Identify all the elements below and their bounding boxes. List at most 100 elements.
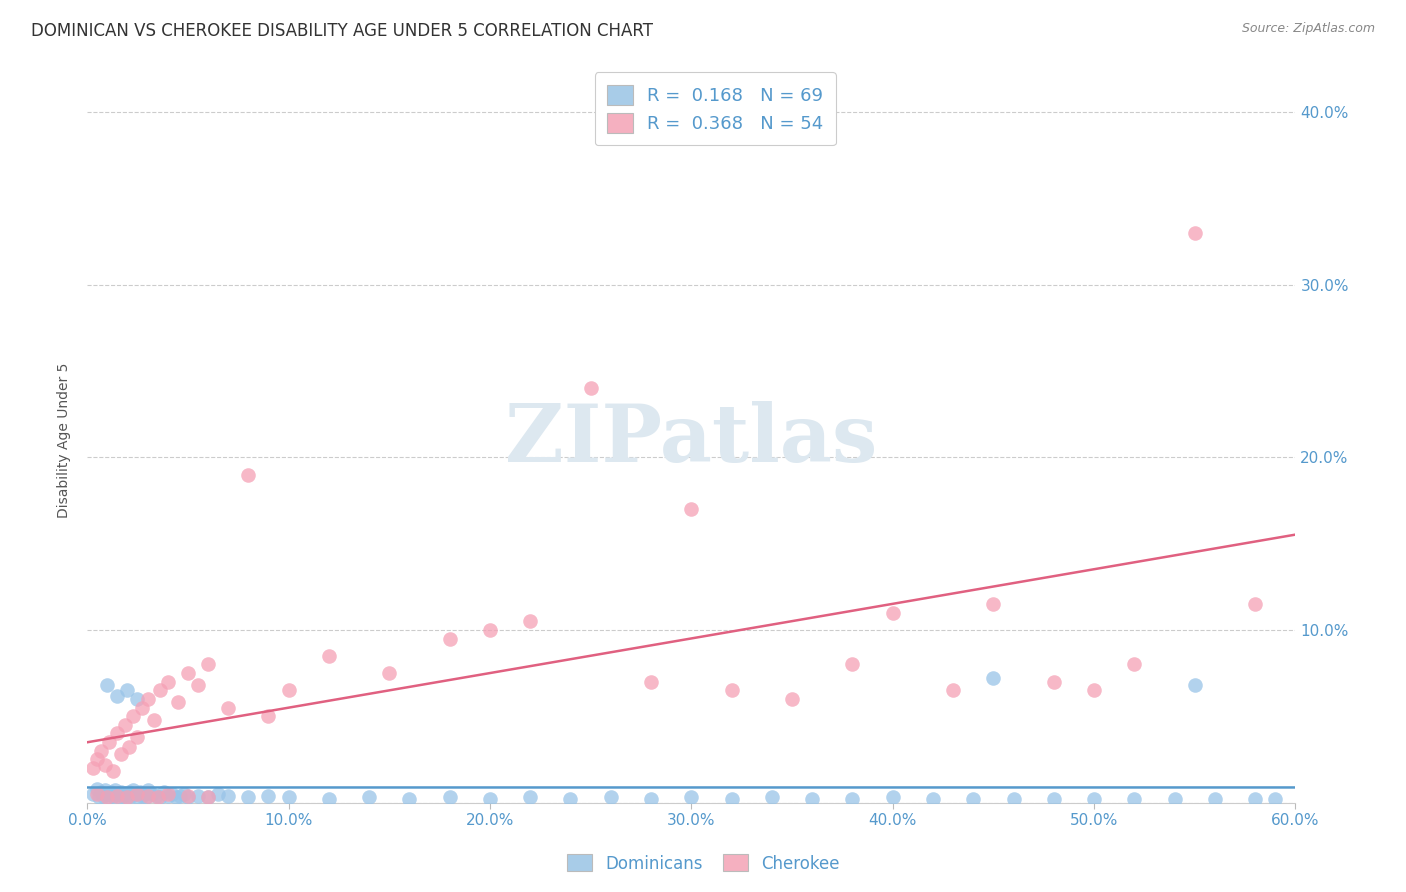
Point [942, 683, 965, 698]
Point [127, 692, 149, 706]
Point [257, 789, 280, 803]
Point [124, 787, 146, 801]
Point [257, 709, 280, 723]
Point [86, 787, 108, 801]
Point [922, 792, 945, 806]
Point [91, 789, 114, 803]
Point [145, 789, 167, 803]
Legend: Dominicans, Cherokee: Dominicans, Cherokee [560, 847, 846, 880]
Point [882, 790, 904, 805]
Point [983, 597, 1005, 611]
Point [1163, 792, 1185, 806]
Point [1083, 683, 1105, 698]
Point [86, 781, 108, 796]
Point [105, 726, 128, 740]
Point [1204, 792, 1226, 806]
Point [94, 757, 117, 772]
Point [962, 792, 984, 806]
Point [1184, 678, 1206, 692]
Point [1184, 226, 1206, 240]
Point [98, 735, 121, 749]
Point [579, 381, 602, 395]
Point [122, 783, 145, 797]
Point [135, 790, 157, 805]
Point [681, 790, 703, 805]
Point [127, 787, 149, 801]
Point [122, 709, 145, 723]
Point [277, 790, 299, 805]
Point [127, 730, 149, 744]
Point [197, 790, 219, 805]
Point [197, 657, 219, 672]
Point [96, 787, 118, 801]
Point [177, 666, 200, 681]
Point [640, 674, 662, 689]
Point [160, 787, 183, 801]
Point [131, 700, 153, 714]
Point [114, 718, 136, 732]
Point [141, 787, 163, 801]
Point [149, 683, 172, 698]
Point [1123, 657, 1146, 672]
Point [681, 502, 703, 516]
Point [1244, 792, 1267, 806]
Point [1244, 597, 1267, 611]
Point [207, 787, 229, 801]
Point [439, 632, 461, 646]
Point [96, 678, 118, 692]
Point [177, 790, 200, 805]
Point [100, 785, 122, 799]
Point [156, 674, 179, 689]
Point [156, 787, 179, 801]
Point [90, 785, 112, 799]
Point [82, 761, 104, 775]
Point [136, 692, 159, 706]
Point [187, 789, 209, 803]
Point [96, 790, 118, 805]
Point [82, 787, 104, 801]
Point [599, 790, 621, 805]
Point [1083, 792, 1105, 806]
Point [105, 689, 128, 703]
Point [136, 789, 159, 803]
Text: ZIPatlas: ZIPatlas [505, 401, 877, 479]
Point [801, 792, 824, 806]
Point [1002, 792, 1025, 806]
Point [90, 744, 112, 758]
Point [318, 648, 340, 663]
Point [152, 785, 174, 799]
Point [103, 764, 125, 779]
Point [131, 789, 153, 803]
Point [378, 666, 401, 681]
Point [1264, 792, 1286, 806]
Point [132, 787, 155, 801]
Point [120, 789, 142, 803]
Point [238, 790, 260, 805]
Point [1043, 674, 1066, 689]
Point [146, 790, 169, 805]
Point [114, 787, 136, 801]
Point [156, 789, 179, 803]
Point [117, 790, 139, 805]
Y-axis label: Disability Age Under 5: Disability Age Under 5 [58, 362, 72, 517]
Point [197, 790, 219, 805]
Point [519, 615, 541, 629]
Point [173, 787, 195, 801]
Point [398, 792, 420, 806]
Text: Source: ZipAtlas.com: Source: ZipAtlas.com [1241, 22, 1375, 36]
Point [177, 789, 200, 803]
Point [105, 787, 128, 801]
Point [166, 695, 188, 709]
Point [165, 790, 187, 805]
Point [983, 671, 1005, 685]
Point [720, 683, 742, 698]
Point [136, 783, 159, 797]
Point [89, 790, 111, 805]
Point [217, 700, 239, 714]
Point [169, 789, 191, 803]
Point [238, 467, 260, 482]
Point [103, 789, 125, 803]
Point [841, 657, 863, 672]
Point [86, 752, 108, 766]
Point [359, 790, 381, 805]
